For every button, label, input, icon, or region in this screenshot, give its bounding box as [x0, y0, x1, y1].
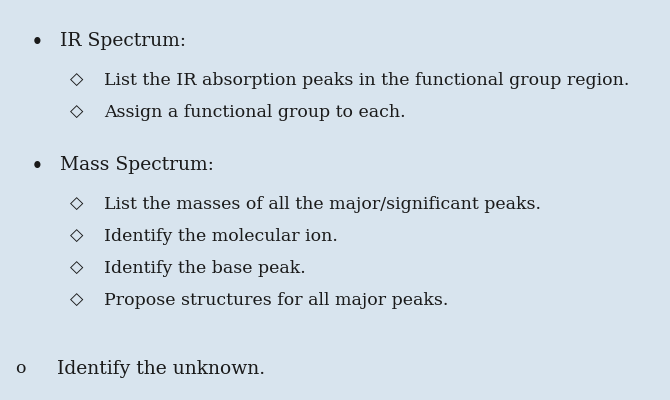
Text: Mass Spectrum:: Mass Spectrum:: [60, 156, 214, 174]
Text: o: o: [15, 360, 25, 377]
Text: ◇: ◇: [70, 292, 84, 309]
Text: List the IR absorption peaks in the functional group region.: List the IR absorption peaks in the func…: [104, 72, 629, 89]
Text: ◇: ◇: [70, 72, 84, 89]
Text: •: •: [30, 32, 44, 54]
Text: Identify the unknown.: Identify the unknown.: [57, 360, 265, 378]
Text: List the masses of all the major/significant peaks.: List the masses of all the major/signifi…: [104, 196, 541, 213]
Text: ◇: ◇: [70, 104, 84, 121]
Text: •: •: [30, 156, 44, 178]
Text: IR Spectrum:: IR Spectrum:: [60, 32, 186, 50]
Text: ◇: ◇: [70, 196, 84, 213]
Text: Identify the base peak.: Identify the base peak.: [104, 260, 306, 277]
Text: ◇: ◇: [70, 260, 84, 277]
Text: Propose structures for all major peaks.: Propose structures for all major peaks.: [104, 292, 448, 309]
Text: Assign a functional group to each.: Assign a functional group to each.: [104, 104, 405, 121]
Text: ◇: ◇: [70, 228, 84, 245]
Text: Identify the molecular ion.: Identify the molecular ion.: [104, 228, 338, 245]
